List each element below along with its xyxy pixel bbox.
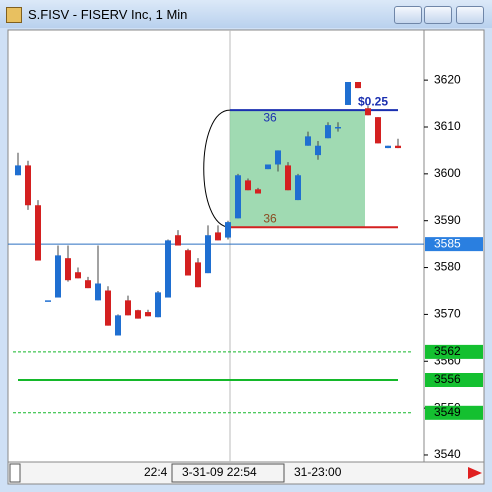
candle-body — [135, 310, 141, 319]
time-axis — [7, 461, 485, 485]
scroll-arrow — [468, 467, 482, 479]
candle-body — [75, 272, 81, 279]
candle-body — [105, 290, 111, 326]
candle-body — [345, 82, 351, 105]
level-tag-label: 3562 — [434, 344, 461, 358]
time-label: 22:4 — [144, 465, 168, 479]
level-tag — [425, 373, 483, 388]
candle-body — [365, 108, 371, 116]
candle-body — [55, 255, 61, 298]
y-tick-label: 3600 — [434, 166, 461, 180]
candle-body — [305, 136, 311, 146]
candle-body — [235, 175, 241, 219]
candle-body — [115, 315, 121, 336]
price-tag-label: 3585 — [434, 236, 461, 250]
candle-body — [195, 262, 201, 288]
candle-body — [155, 292, 161, 318]
minimize-button[interactable] — [394, 6, 422, 24]
y-tick-label: 3590 — [434, 213, 461, 227]
candle-body — [45, 300, 51, 302]
scroll-box — [9, 463, 21, 483]
annotation: $0.25 — [358, 94, 388, 108]
box-bracket — [203, 109, 231, 228]
time-label: 31-23:00 — [294, 465, 342, 479]
candle-body — [375, 117, 381, 144]
candle-body — [215, 232, 221, 241]
y-tick-label: 3570 — [434, 307, 461, 321]
candle-body — [175, 235, 181, 246]
close-button[interactable] — [456, 6, 484, 24]
level-tag — [425, 405, 483, 420]
candle-body — [295, 175, 301, 201]
plot-area — [7, 29, 425, 463]
y-tick-label: 3620 — [434, 72, 461, 86]
candle-body — [65, 258, 71, 281]
time-highlight — [171, 463, 285, 483]
candle-body — [25, 165, 31, 206]
candle-body — [315, 145, 321, 156]
level-tag-label: 3556 — [434, 372, 461, 386]
y-tick-label: 3610 — [434, 119, 461, 133]
candle-body — [335, 126, 341, 129]
candle-body — [355, 82, 361, 89]
candle-body — [165, 240, 171, 298]
time-label: 3-31-09 22:54 — [182, 465, 257, 479]
window-title: S.FISV - FISERV Inc, 1 Min — [28, 7, 188, 22]
box-top-label: 36 — [263, 110, 277, 124]
level-tag-label: 3549 — [434, 405, 461, 419]
candle-body — [325, 125, 331, 139]
candle-body — [255, 189, 261, 194]
app-icon — [6, 7, 22, 23]
y-tick-label: 3580 — [434, 260, 461, 274]
candle-body — [185, 250, 191, 276]
candle-body — [275, 150, 281, 165]
title-bar: S.FISV - FISERV Inc, 1 Min — [0, 0, 492, 28]
price-tag — [425, 237, 483, 252]
candle-body — [395, 145, 401, 149]
candle-body — [85, 280, 91, 289]
candle-body — [225, 222, 231, 238]
candle-body — [15, 165, 21, 176]
measure-box — [230, 110, 365, 228]
candle-body — [125, 300, 131, 316]
box-bottom-label: 36 — [263, 211, 277, 225]
level-tag — [425, 344, 483, 359]
maximize-button[interactable] — [424, 6, 452, 24]
candle-body — [285, 165, 291, 191]
chart: 3540355035603570358035903600361036203636… — [7, 29, 485, 485]
candle-body — [265, 164, 271, 170]
candle-body — [145, 312, 151, 317]
candle-body — [95, 283, 101, 301]
candle-body — [35, 205, 41, 261]
candle-body — [385, 145, 391, 149]
candle-body — [245, 180, 251, 191]
candle-body — [205, 235, 211, 274]
y-tick-label: 3540 — [434, 447, 461, 461]
